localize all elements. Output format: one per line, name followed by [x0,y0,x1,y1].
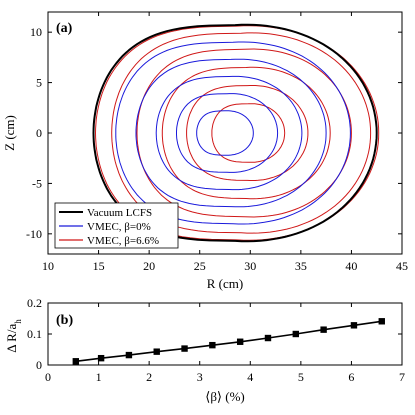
panel-b-frame [47,302,403,366]
panel-b-xtick-label: 7 [399,370,405,384]
vmec-beta66-contour-4 [186,85,309,181]
vmec-beta0-contour-1 [115,41,351,225]
panel-b-ytick-label: 0 [36,358,42,372]
panel-a-xtick-label: 20 [143,259,155,273]
panel-b: 0 1 2 3 4 5 6 7 0 0.1 0.2 (b) ⟨β⟩ (%) Δ R/ah [4,296,405,404]
panel-a-xtick-label: 30 [244,259,256,273]
panel-a-ytick-label: 0 [36,126,42,140]
panel-b-marker [125,351,133,359]
panel-a-ylabel: Z (cm) [2,115,17,151]
panel-a-xtick-label: 15 [93,259,105,273]
panel-a-xtick-label: 45 [396,259,408,273]
vmec-beta0-contour-5 [196,110,254,156]
panel-a-x-ticks: 10 15 20 25 30 35 40 45 [42,12,408,273]
panel-b-xtick-label: 2 [146,370,152,384]
vmec-beta66-contour-1 [111,32,372,234]
vmec-beta66-contour-2 [136,48,352,218]
panel-a-ytick-label: 10 [30,25,42,39]
legend-label-beta66: VMEC, β=6.6% [87,235,159,247]
vmec-beta0-contour-3 [155,75,303,191]
panel-b-y-ticks: 0 0.1 0.2 [27,296,402,372]
panel-a-y-ticks: -10 -5 0 5 10 [26,25,402,241]
panel-b-marker [209,341,216,349]
legend-label-vacuum: Vacuum LCFS [87,207,152,219]
panel-a-xlabel: R (cm) [207,276,243,291]
panel-b-marker [378,318,385,325]
panel-b-xtick-label: 1 [96,370,102,384]
panel-b-marker [320,326,327,333]
panel-b-ytick-label: 0.2 [27,296,42,310]
panel-b-marker [181,345,188,352]
panel-b-marker [350,322,358,329]
panel-b-label: (b) [56,313,73,328]
panel-a-ytick-label: -10 [26,227,42,241]
panel-b-marker [292,330,299,338]
panel-b-xtick-label: 4 [247,370,253,384]
panel-b-ytick-label: 0.1 [27,327,42,341]
panel-b-xtick-label: 3 [197,370,203,384]
panel-b-line [75,320,382,363]
legend-label-beta0: VMEC, β=0% [87,221,151,233]
panel-a-xtick-label: 25 [194,259,206,273]
vmec-beta0-contour-4 [176,93,279,173]
panel-b-xtick-label: 6 [348,370,354,384]
panel-a-ytick-label: 5 [36,76,42,90]
panel-b-xlabel: ⟨β⟩ (%) [205,389,245,404]
panel-b-xtick-label: 5 [298,370,304,384]
panel-b-marker [72,358,80,365]
panel-b-marker [97,354,105,362]
vmec-beta0-contour-2 [135,58,327,208]
panel-b-marker [236,338,244,345]
panel-a-ytick-label: -5 [32,176,42,190]
vacuum-lcfs-contour [92,23,378,243]
legend: Vacuum LCFS VMEC, β=0% VMEC, β=6.6% [54,202,179,249]
panel-a-xtick-label: 35 [295,259,307,273]
panel-a: 10 15 20 25 30 35 40 45 -10 -5 0 5 10 (a) R (cm) Z … [2,11,408,291]
panel-b-marker [153,348,160,355]
panel-a-label: (a) [56,21,73,36]
panel-b-ylabel: Δ R/ah [4,319,23,353]
panel-a-xtick-label: 40 [345,259,357,273]
panel-b-xtick-label: 0 [45,370,51,384]
panel-a-contours [92,23,380,243]
vmec-beta66-contour-3 [161,66,331,200]
panel-b-series [72,318,385,365]
panel-b-marker [264,334,272,342]
panel-b-x-ticks: 0 1 2 3 4 5 6 7 [45,303,405,384]
panel-a-xtick-label: 10 [42,259,54,273]
